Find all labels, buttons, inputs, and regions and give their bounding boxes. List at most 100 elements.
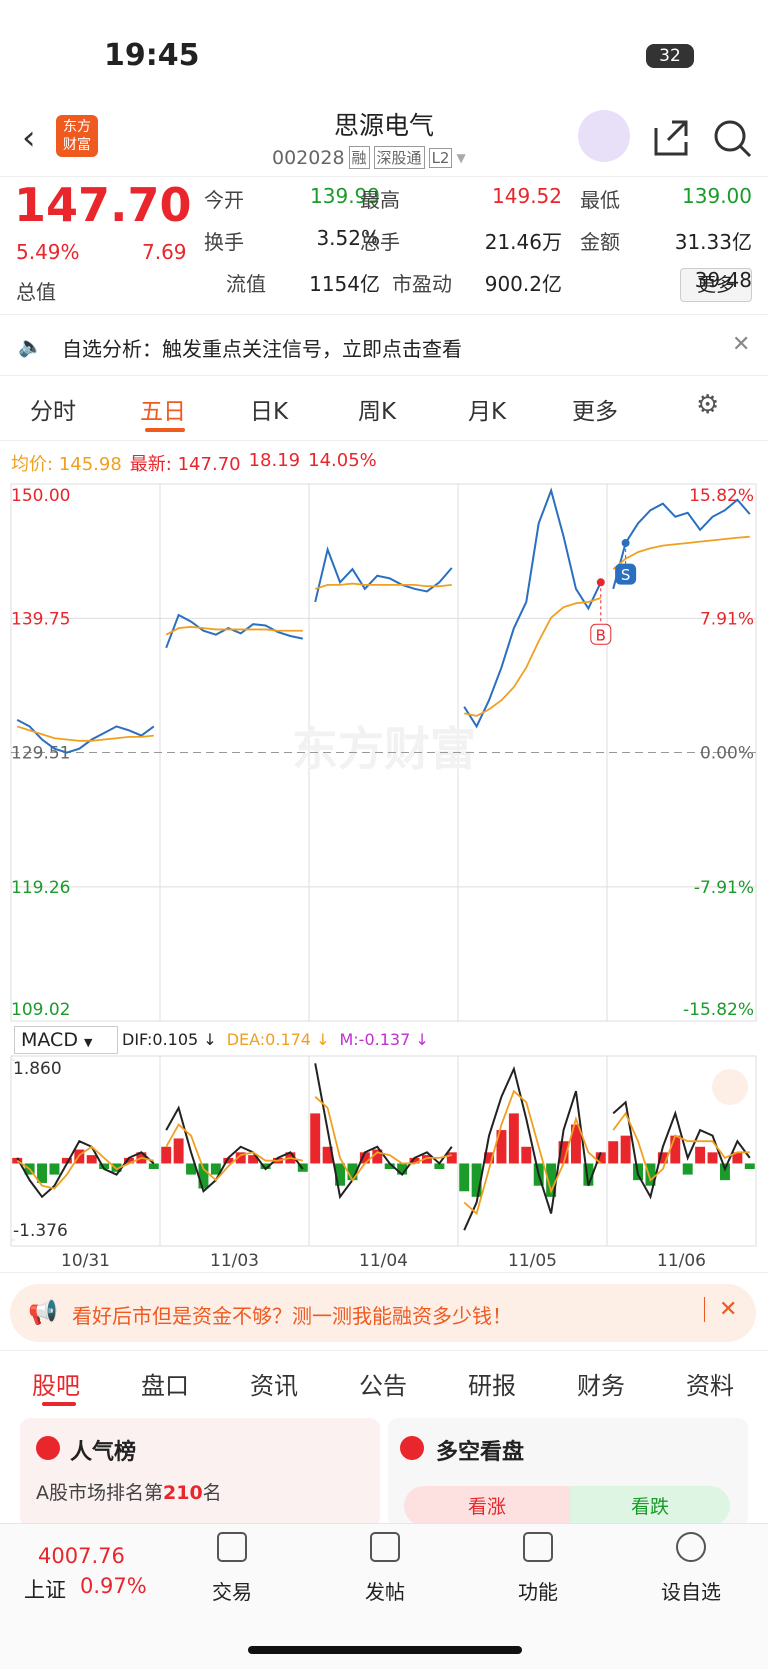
y2-tick-label: 0.00%: [700, 744, 754, 764]
tab2[interactable]: 资讯: [250, 1372, 298, 1400]
series-line: [16, 1145, 154, 1190]
expand-button[interactable]: [712, 1069, 748, 1105]
badge: 融: [348, 146, 370, 169]
series-line: [612, 1111, 750, 1182]
back[interactable]: ‹: [22, 118, 36, 158]
macd-bar: [210, 1163, 221, 1175]
indicator-select[interactable]: MACD ▼: [14, 1026, 118, 1054]
rank-card[interactable]: [20, 1418, 380, 1528]
macd-bar: [670, 1135, 681, 1164]
ad-close[interactable]: ✕: [704, 1297, 737, 1322]
macd-bar: [695, 1146, 706, 1164]
macd-bar: [49, 1163, 60, 1175]
macd-bar: [484, 1152, 495, 1164]
macd-bar: [310, 1113, 321, 1164]
macd-bar: [434, 1163, 445, 1170]
trade-label: B: [596, 626, 606, 644]
avatar[interactable]: [578, 110, 630, 162]
bottom-bar: [0, 1523, 768, 1669]
search-icon[interactable]: [714, 120, 746, 152]
settings[interactable]: ⚙: [696, 390, 720, 420]
logo: 东方财富: [56, 115, 98, 157]
tab[interactable]: 分时: [30, 399, 76, 425]
series-line: [612, 498, 751, 590]
field-value: 139.00: [682, 184, 752, 208]
tab[interactable]: 更多: [572, 399, 618, 425]
y-tick-label: 1.860: [13, 1059, 62, 1079]
macd-bar: [322, 1146, 333, 1164]
field-value: 31.33亿: [674, 230, 752, 254]
y-tick-label: 119.26: [11, 878, 70, 898]
field-label: 总值: [16, 280, 56, 304]
series-line: [16, 718, 155, 754]
macd-bar: [583, 1163, 594, 1186]
series-line: [16, 725, 154, 742]
macd-bar: [409, 1157, 420, 1164]
macd-bar: [645, 1163, 656, 1186]
latest: 147.70: [177, 454, 241, 475]
macd-bar: [161, 1146, 172, 1164]
tab2[interactable]: 公告: [359, 1372, 407, 1400]
field-label: 最高: [360, 188, 400, 212]
field-value: 139.99: [310, 184, 380, 208]
macd-bar: [86, 1155, 97, 1164]
nav-item[interactable]: 交易: [212, 1580, 252, 1604]
tab[interactable]: 日K: [250, 399, 289, 425]
macd-bar: [558, 1141, 569, 1164]
macd-bar: [186, 1163, 197, 1175]
nav-item[interactable]: 设自选: [661, 1580, 721, 1604]
close[interactable]: ✕: [732, 332, 751, 357]
dea: DEA:0.174 ↓: [226, 1030, 330, 1049]
index-value: 4007.76: [38, 1544, 125, 1568]
y2-tick-label: -15.82%: [683, 1000, 754, 1020]
macd-bar: [123, 1157, 134, 1164]
stock-name: 思源电气: [333, 111, 434, 140]
tab2[interactable]: 盘口: [141, 1372, 189, 1400]
bull-title: 多空看盘: [436, 1440, 525, 1465]
macd-bar: [719, 1163, 730, 1181]
macd-bar: [446, 1152, 457, 1164]
rank-text: A股市场排名第210名: [36, 1478, 222, 1505]
tab2[interactable]: 股吧: [32, 1372, 80, 1400]
clock: 19:45: [104, 38, 200, 73]
series-line: [314, 1096, 452, 1182]
y-tick-label: 109.02: [11, 1000, 70, 1020]
tab2[interactable]: 研报: [468, 1372, 516, 1400]
series-line: [165, 613, 303, 649]
nav-icon[interactable]: [217, 1532, 247, 1562]
ad-text[interactable]: 看好后市但是资金不够？测一测我能融资多少钱！: [72, 1304, 512, 1328]
indicator: MACD: [21, 1029, 78, 1051]
notice[interactable]: 自选分析：触发重点关注信号，立即点击查看: [62, 337, 462, 361]
x-tick-label: 11/05: [508, 1251, 557, 1271]
tab[interactable]: 月K: [468, 399, 507, 425]
tab2[interactable]: 资料: [686, 1372, 734, 1400]
field-value: 21.46万: [484, 230, 562, 254]
nav-icon[interactable]: [676, 1532, 706, 1562]
nav-icon[interactable]: [523, 1532, 553, 1562]
series-line: [463, 1089, 602, 1216]
tab[interactable]: 周K: [358, 399, 397, 425]
trade-dot: [621, 538, 630, 547]
down[interactable]: 看跌: [570, 1486, 730, 1526]
more-button[interactable]: 更多: [680, 268, 752, 302]
code: 002028: [272, 146, 345, 169]
y2-tick-label: 15.82%: [689, 486, 754, 506]
macd-bar: [335, 1163, 346, 1186]
field-value: 149.52: [492, 184, 562, 208]
dif: DIF:0.105 ↓: [122, 1030, 217, 1049]
tab2[interactable]: 财务: [577, 1372, 625, 1400]
nav-item[interactable]: 发帖: [365, 1580, 405, 1604]
nav-item[interactable]: 功能: [518, 1580, 558, 1604]
pct: 14.05%: [308, 450, 377, 471]
field-label: 市盈动: [392, 272, 452, 296]
nav-icon[interactable]: [370, 1532, 400, 1562]
x-tick-label: 11/04: [359, 1251, 408, 1271]
macd-bar: [421, 1155, 432, 1164]
tab[interactable]: 五日: [140, 399, 186, 425]
field-label: 今开: [204, 188, 244, 212]
field-label: 总手: [360, 230, 400, 254]
up[interactable]: 看涨: [404, 1486, 570, 1526]
share-icon[interactable]: [654, 120, 688, 156]
ad-banner[interactable]: [10, 1284, 756, 1342]
macd-bar: [471, 1163, 482, 1197]
